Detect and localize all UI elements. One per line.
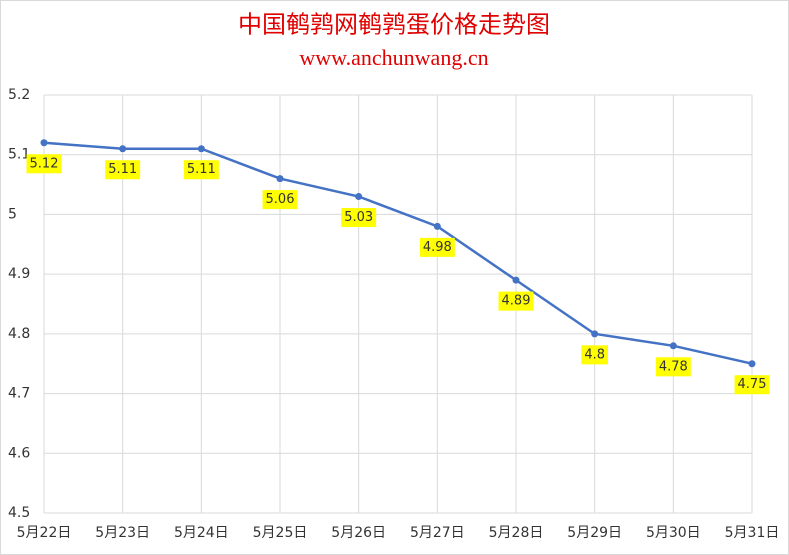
data-label-bg	[498, 291, 534, 311]
data-point	[355, 193, 363, 201]
data-label: 4.98	[423, 240, 452, 255]
y-tick-label: 5	[8, 206, 17, 222]
chart-subtitle: www.anchunwang.cn	[299, 45, 488, 70]
data-label-bg	[26, 154, 62, 174]
y-tick-label: 5.1	[8, 147, 30, 163]
data-label-bg	[105, 160, 141, 180]
x-tick-label: 5月29日	[567, 525, 622, 541]
data-point	[512, 276, 520, 284]
data-label-bg	[341, 208, 377, 228]
data-label-bg	[655, 357, 691, 377]
y-tick-label: 4.8	[8, 326, 30, 342]
data-point	[40, 139, 48, 147]
data-label: 4.89	[502, 294, 531, 309]
data-label: 5.11	[187, 162, 216, 177]
data-label: 4.78	[659, 359, 688, 374]
data-label: 5.12	[30, 156, 59, 171]
y-tick-label: 4.5	[8, 505, 30, 521]
data-point	[433, 222, 441, 230]
y-tick-label: 4.9	[8, 266, 30, 282]
x-tick-label: 5月30日	[646, 525, 701, 541]
x-tick-label: 5月26日	[331, 525, 386, 541]
data-point	[276, 175, 284, 183]
data-label: 4.8	[584, 347, 605, 362]
data-point	[119, 145, 127, 153]
y-tick-label: 5.2	[8, 87, 30, 103]
x-tick-label: 5月28日	[489, 525, 544, 541]
data-label-bg	[183, 160, 219, 180]
chart-title: 中国鹌鹑网鹌鹑蛋价格走势图	[238, 11, 550, 39]
data-label: 5.06	[266, 192, 295, 207]
data-point	[591, 330, 599, 338]
y-tick-label: 4.6	[8, 445, 30, 461]
data-label-bg	[581, 345, 609, 365]
data-label-bg	[419, 237, 455, 257]
data-label: 4.75	[738, 377, 767, 392]
series-line	[43, 141, 753, 365]
data-label: 5.03	[344, 210, 373, 225]
data-point	[669, 342, 677, 350]
data-point	[748, 360, 756, 368]
data-label-bg	[262, 190, 298, 210]
data-point	[197, 145, 205, 153]
x-tick-label: 5月22日	[17, 525, 72, 541]
x-tick-label: 5月23日	[95, 525, 150, 541]
x-tick-label: 5月25日	[253, 525, 308, 541]
data-label-bg	[734, 375, 770, 395]
x-tick-label: 5月24日	[174, 525, 229, 541]
x-tick-label: 5月27日	[410, 525, 465, 541]
x-tick-label: 5月31日	[725, 525, 780, 541]
data-label: 5.11	[108, 162, 137, 177]
y-tick-label: 4.7	[8, 386, 30, 402]
